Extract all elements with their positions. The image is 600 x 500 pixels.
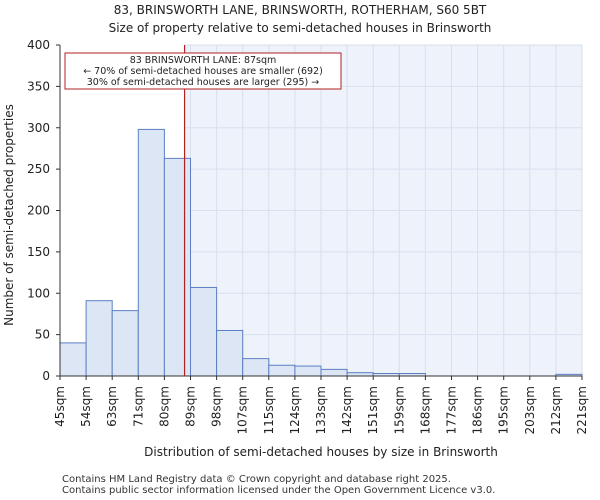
x-tick-label: 142sqm	[340, 386, 354, 434]
bar-71sqm	[137, 128, 165, 377]
x-tick-label: 63sqm	[105, 386, 119, 427]
annotation-line-2: ← 70% of semi-detached houses are smalle…	[83, 66, 323, 77]
x-tick-label: 115sqm	[262, 386, 276, 434]
x-tick-label: 212sqm	[549, 386, 563, 434]
bar-124sqm	[294, 365, 322, 377]
bar-98sqm	[216, 329, 244, 377]
x-tick-label: 151sqm	[366, 386, 380, 434]
y-tick-label: 250	[27, 162, 50, 176]
bar-89sqm	[190, 286, 218, 377]
bar-107sqm	[242, 358, 270, 377]
x-tick-label: 159sqm	[392, 386, 406, 434]
bar-54sqm	[85, 300, 113, 377]
y-tick-label: 0	[42, 369, 50, 383]
footer-licence: Contains public sector information licen…	[62, 485, 496, 496]
bar-45sqm	[59, 342, 87, 377]
x-tick-label: 45sqm	[53, 386, 67, 427]
x-tick-label: 221sqm	[575, 386, 589, 434]
chart-title: 83, BRINSWORTH LANE, BRINSWORTH, ROTHERH…	[113, 3, 487, 17]
x-tick-label: 133sqm	[314, 386, 328, 434]
x-tick-label: 71sqm	[131, 386, 145, 427]
x-tick-label: 107sqm	[236, 386, 250, 434]
annotation-line-3: 30% of semi-detached houses are larger (…	[87, 77, 320, 88]
x-tick-label: 124sqm	[288, 386, 302, 434]
x-tick-label: 186sqm	[471, 386, 485, 434]
y-tick-label: 200	[27, 204, 50, 218]
x-tick-label: 80sqm	[157, 386, 171, 427]
annotation-box	[64, 52, 342, 90]
y-tick-label: 300	[27, 121, 50, 135]
y-tick-label: 400	[27, 38, 50, 52]
x-tick-label: 203sqm	[523, 386, 537, 434]
footer-copyright: Contains HM Land Registry data © Crown c…	[62, 474, 451, 485]
bar-115sqm	[268, 364, 296, 377]
y-axis-label: Number of semi-detached properties	[2, 104, 16, 326]
x-tick-label: 195sqm	[497, 386, 511, 434]
y-tick-label: 150	[27, 245, 50, 259]
y-tick-label: 350	[27, 79, 50, 93]
bar-80sqm	[163, 157, 191, 377]
x-tick-label: 177sqm	[445, 386, 459, 434]
annotation-line-1: 83 BRINSWORTH LANE: 87sqm	[130, 55, 277, 66]
x-tick-label: 89sqm	[184, 386, 198, 427]
bar-133sqm	[320, 368, 348, 377]
chart-subtitle: Size of property relative to semi-detach…	[108, 21, 492, 35]
bar-63sqm	[111, 310, 139, 377]
y-tick-label: 50	[35, 328, 50, 342]
x-tick-label: 54sqm	[79, 386, 93, 427]
x-axis-label: Distribution of semi-detached houses by …	[144, 445, 498, 459]
y-tick-label: 100	[27, 286, 50, 300]
x-tick-label: 98sqm	[210, 386, 224, 427]
x-tick-label: 168sqm	[418, 386, 432, 434]
